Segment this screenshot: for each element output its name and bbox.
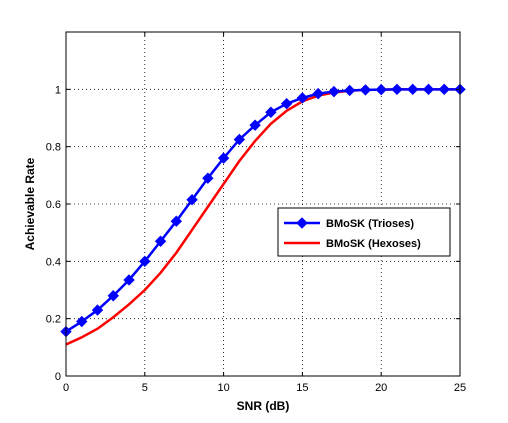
legend: BMoSK (Trioses) BMoSK (Hexoses) bbox=[277, 207, 451, 257]
series-1-marker bbox=[76, 315, 88, 328]
legend-box bbox=[277, 207, 451, 257]
series-1-marker bbox=[123, 274, 135, 286]
series-1-marker bbox=[265, 106, 277, 118]
x-tick-label: 10 bbox=[217, 382, 229, 394]
series-1-marker bbox=[391, 83, 403, 96]
y-tick-label: 0 bbox=[55, 371, 61, 383]
axis-ticks: 0 5 10 15 20 25 0 0.2 0.4 0.6 0.8 1 bbox=[46, 32, 466, 394]
series-1-marker bbox=[280, 97, 293, 110]
series-1-marker bbox=[375, 83, 387, 96]
series-1-marker bbox=[296, 92, 309, 104]
series-1-marker bbox=[407, 83, 419, 96]
series-1-marker bbox=[217, 152, 230, 164]
series-1-marker bbox=[438, 83, 450, 96]
series-1-marker bbox=[422, 83, 435, 96]
legend-marker-1 bbox=[296, 217, 308, 229]
series-1-marker bbox=[154, 235, 167, 247]
series-layer bbox=[60, 83, 466, 346]
series-1-marker bbox=[343, 84, 356, 97]
series-1-marker bbox=[249, 119, 261, 131]
y-tick-label: 1 bbox=[55, 84, 61, 96]
y-tick-label: 0.6 bbox=[46, 199, 61, 211]
y-tick-label: 0.2 bbox=[46, 314, 61, 326]
legend-label-2: BMoSK (Hexoses) bbox=[326, 238, 421, 250]
y-tick-label: 0.4 bbox=[46, 256, 61, 268]
series-1-marker bbox=[107, 290, 119, 302]
y-tick-label: 0.8 bbox=[46, 142, 61, 154]
series-1-marker bbox=[328, 85, 340, 98]
series-1-marker bbox=[186, 193, 198, 206]
x-tick-label: 15 bbox=[296, 382, 308, 394]
x-tick-label: 0 bbox=[63, 382, 69, 394]
series-1-marker bbox=[170, 215, 183, 227]
series-1-marker bbox=[233, 133, 246, 146]
series-1-marker bbox=[91, 304, 104, 316]
x-tick-label: 5 bbox=[142, 382, 148, 394]
legend-label-1: BMoSK (Trioses) bbox=[326, 218, 414, 230]
x-tick-label: 25 bbox=[454, 382, 466, 394]
x-axis-label: SNR (dB) bbox=[237, 399, 290, 413]
y-axis-label: Achievable Rate bbox=[23, 157, 37, 250]
series-1-marker bbox=[312, 87, 324, 100]
series-1-marker bbox=[139, 255, 151, 268]
series-1-marker bbox=[359, 84, 372, 96]
series-1-marker bbox=[202, 172, 214, 184]
series-1 bbox=[60, 83, 466, 338]
grid-lines bbox=[66, 32, 460, 376]
x-tick-label: 20 bbox=[375, 382, 387, 394]
